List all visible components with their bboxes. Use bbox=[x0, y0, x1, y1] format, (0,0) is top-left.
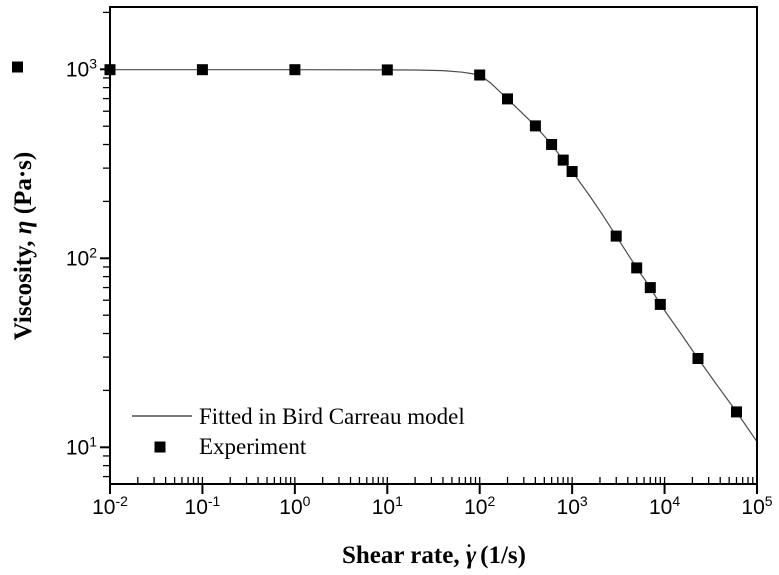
data-point-marker bbox=[610, 230, 622, 242]
data-point-marker bbox=[631, 262, 643, 274]
y-tick-label: 101 bbox=[66, 433, 97, 459]
data-point-marker bbox=[692, 353, 704, 364]
legend-label-fit: Fitted in Bird Carreau model bbox=[199, 404, 465, 429]
data-point-marker bbox=[381, 64, 393, 76]
x-tick-label: 104 bbox=[649, 493, 680, 519]
data-point-marker bbox=[731, 406, 742, 418]
x-tick-label: 105 bbox=[741, 493, 772, 519]
axes-layer: 10-2 10-1 100 101 102 103 104 105 103 102 101 bbox=[66, 11, 773, 519]
data-point-marker bbox=[546, 139, 558, 150]
legend: Fitted in Bird Carreau model Experiment bbox=[132, 404, 465, 459]
data-point-marker bbox=[529, 120, 541, 132]
x-tick-label: 102 bbox=[464, 493, 495, 519]
legend-label-experiment: Experiment bbox=[199, 434, 307, 459]
y-tick-label: 102 bbox=[66, 244, 97, 270]
x-tick-label: 100 bbox=[279, 493, 310, 519]
data-layer bbox=[104, 64, 758, 443]
y-tick-label: 103 bbox=[66, 55, 97, 81]
data-point-marker bbox=[196, 64, 208, 76]
plot-frame bbox=[109, 6, 758, 485]
x-tick-label: 101 bbox=[372, 493, 403, 519]
data-point-marker bbox=[502, 93, 513, 105]
fitted-curve bbox=[110, 69, 758, 443]
x-axis-title: Shear rate, γ· (1/s) bbox=[342, 536, 526, 569]
data-point-marker bbox=[566, 166, 578, 177]
x-tick-label: 10-1 bbox=[185, 493, 221, 519]
data-point-marker bbox=[654, 298, 666, 310]
data-point-marker bbox=[474, 69, 486, 81]
orphan-square-marker bbox=[12, 61, 23, 73]
data-point-marker bbox=[289, 64, 301, 76]
y-axis-title: Viscosity, η (Pa·s) bbox=[10, 152, 37, 341]
x-tick-label: 10-2 bbox=[92, 493, 128, 519]
x-tick-label: 103 bbox=[557, 493, 588, 519]
legend-square-marker bbox=[154, 441, 166, 453]
data-point-marker bbox=[644, 282, 656, 294]
data-point-marker bbox=[557, 154, 569, 166]
